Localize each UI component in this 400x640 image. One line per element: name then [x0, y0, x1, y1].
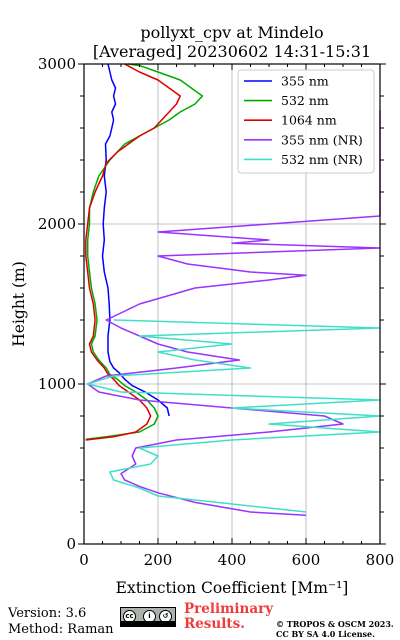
chart-subtitle: [Averaged] 20230602 14:31-15:31 [93, 42, 371, 61]
ticks: 0 200 400 600 800 0 1000 2000 3000 [38, 55, 395, 569]
legend-box [237, 69, 375, 174]
legend: 355 nm 532 nm 1064 nm 355 nm (NR) 532 nm (NR… [237, 69, 375, 174]
preliminary-line-1: Preliminary [184, 601, 274, 617]
x-tick-label: 400 [218, 551, 247, 569]
legend-label-1: 532 nm [281, 93, 329, 108]
y-axis-label: Height (m) [10, 261, 28, 347]
y-tick-label: 1000 [38, 375, 76, 393]
x-axis-label: Extinction Coefficient [Mm⁻¹] [116, 579, 349, 597]
y-tick-label: 0 [66, 535, 76, 553]
y-tick-label: 2000 [38, 215, 76, 233]
series-line-0 [101, 63, 170, 417]
license-text: CC BY SA 4.0 License. [276, 629, 375, 639]
license-notice: © TROPOS & OSCM 2023. CC BY SA 4.0 Licen… [276, 619, 394, 639]
x-tick-label: 0 [79, 551, 89, 569]
series-line-1 [85, 63, 204, 440]
series-line-2 [85, 63, 181, 441]
x-tick-label: 200 [144, 551, 173, 569]
legend-label-4: 532 nm (NR) [281, 152, 363, 167]
chart-title: pollyxt_cpv at Mindelo [140, 23, 323, 42]
legend-label-0: 355 nm [281, 74, 329, 89]
legend-label-2: 1064 nm [281, 113, 337, 128]
preliminary-results-label: Preliminary Results. [184, 602, 273, 632]
series-line-3 [86, 110, 381, 516]
legend-label-3: 355 nm (NR) [281, 132, 363, 147]
method-text: Method: Raman [8, 622, 114, 637]
copyright-text: © TROPOS & OSCM 2023. [276, 619, 394, 629]
y-tick-label: 3000 [38, 55, 76, 73]
preliminary-line-2: Results. [184, 616, 245, 632]
x-tick-label: 800 [366, 551, 395, 569]
version-text: Version: 3.6 [8, 606, 87, 621]
cc-license-icon: cc i ↺ [120, 607, 176, 627]
x-tick-label: 600 [292, 551, 321, 569]
